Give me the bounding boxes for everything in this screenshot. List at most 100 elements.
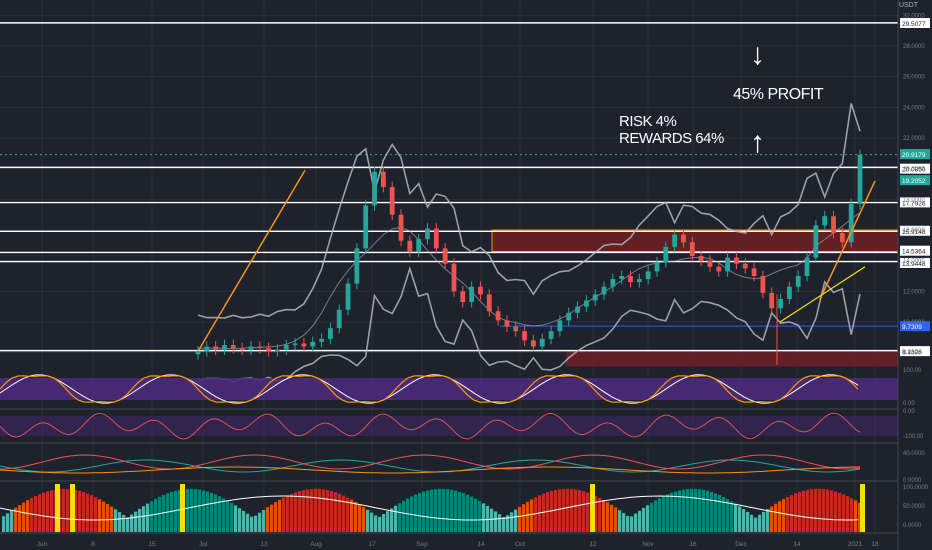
candle-body — [248, 346, 254, 350]
candle-body — [416, 239, 422, 252]
grid-lines — [0, 0, 898, 534]
candle-body — [407, 240, 413, 252]
volume-bar — [630, 516, 634, 532]
volume-bar — [750, 514, 754, 532]
volume-bar — [398, 503, 402, 532]
volume-bar — [818, 488, 822, 532]
volume-bar — [706, 490, 710, 532]
candle-body — [266, 348, 272, 352]
volume-bar — [654, 500, 658, 532]
volume-bar — [518, 506, 522, 532]
level-label-bg — [900, 163, 930, 174]
volume-bar — [302, 490, 306, 532]
panel-tick-label: 50.0000 — [903, 504, 925, 510]
volume-bar — [390, 508, 394, 532]
volume-bar — [662, 496, 666, 532]
volume-bar — [846, 496, 850, 532]
volume-bar — [854, 500, 858, 532]
x-tick-label: 16 — [689, 541, 697, 548]
volume-bar — [406, 498, 410, 532]
volume-bar — [586, 492, 590, 532]
volume-bar — [542, 493, 546, 532]
candle-body — [531, 340, 536, 347]
x-tick-label: 18 — [871, 541, 879, 548]
volume-bar — [678, 490, 682, 532]
volume-bar — [430, 489, 434, 532]
volume-bar — [134, 511, 138, 532]
volume-bar — [106, 504, 110, 532]
volume-bar — [422, 491, 426, 532]
candle-body — [486, 294, 492, 312]
candle-body — [345, 283, 351, 310]
volume-bar — [114, 509, 118, 532]
level-label-bg — [900, 175, 930, 186]
volume-bar — [514, 509, 518, 532]
volume-bar — [242, 510, 246, 532]
volume-bar — [718, 495, 722, 532]
volume-bar — [638, 510, 642, 532]
lower-band — [197, 265, 861, 383]
candle-body — [751, 268, 757, 276]
x-tick-label: Nov — [642, 541, 654, 548]
volume-bar — [650, 502, 654, 532]
volume-bar — [186, 488, 190, 532]
volume-bar — [10, 510, 14, 532]
volume-bar — [770, 506, 774, 532]
level-label: 14.5364 — [902, 249, 926, 256]
volume-bar — [198, 489, 202, 532]
volume-bar — [318, 488, 322, 532]
candle-body — [804, 257, 810, 276]
bollinger-bands — [197, 103, 861, 383]
candle-body — [222, 345, 227, 350]
volume-bar — [742, 509, 746, 532]
supply-demand-zones — [491, 229, 899, 367]
volume-bar — [498, 514, 502, 532]
y-tick-label: 8.0000 — [903, 351, 922, 357]
volume-bar — [322, 489, 326, 532]
candle-body — [451, 263, 457, 292]
candle-body — [301, 343, 307, 347]
level-label: 29.5077 — [902, 21, 926, 28]
volume-bar — [250, 516, 254, 532]
level-label: 15.9148 — [902, 229, 926, 236]
volume-bar — [470, 496, 474, 532]
volume-bar — [166, 493, 170, 532]
volume-bar — [18, 505, 22, 532]
volume-bar — [202, 490, 206, 532]
candle-body — [292, 343, 298, 345]
volume-bar — [806, 489, 810, 532]
candle-body — [328, 328, 333, 339]
volume-spike-bar — [70, 484, 75, 532]
volume-bar — [62, 488, 66, 532]
support-zone — [566, 351, 898, 367]
volume-bar — [822, 489, 826, 532]
candle-body — [372, 171, 377, 206]
volume-bar — [478, 500, 482, 532]
volume-bar — [826, 489, 830, 532]
volume-bar — [190, 488, 194, 532]
volume-bar — [674, 491, 678, 532]
volume-bar — [34, 495, 38, 532]
volume-bar — [462, 493, 466, 532]
volume-bar — [458, 491, 462, 532]
volume-bar — [646, 505, 650, 532]
volume-bar — [466, 494, 470, 532]
volume-bar — [534, 497, 538, 532]
x-tick-label: 14 — [793, 541, 801, 548]
x-tick-label: 8 — [91, 541, 95, 548]
candle-body — [742, 263, 748, 269]
volume-bar — [566, 488, 570, 532]
volume-bar — [446, 489, 450, 532]
volume-bar — [530, 499, 534, 532]
panel-tick-label: 0.00 — [903, 401, 915, 407]
candle-body — [275, 349, 280, 352]
volume-bar — [74, 489, 78, 532]
uptrend-line — [198, 169, 306, 350]
volume-bar — [94, 497, 98, 532]
candle-body — [213, 346, 219, 350]
candle-body — [522, 331, 527, 341]
volume-bar — [230, 502, 234, 532]
indicator-panels — [0, 374, 898, 534]
level-label: 20.0850 — [902, 167, 926, 174]
volume-bar — [246, 513, 250, 532]
